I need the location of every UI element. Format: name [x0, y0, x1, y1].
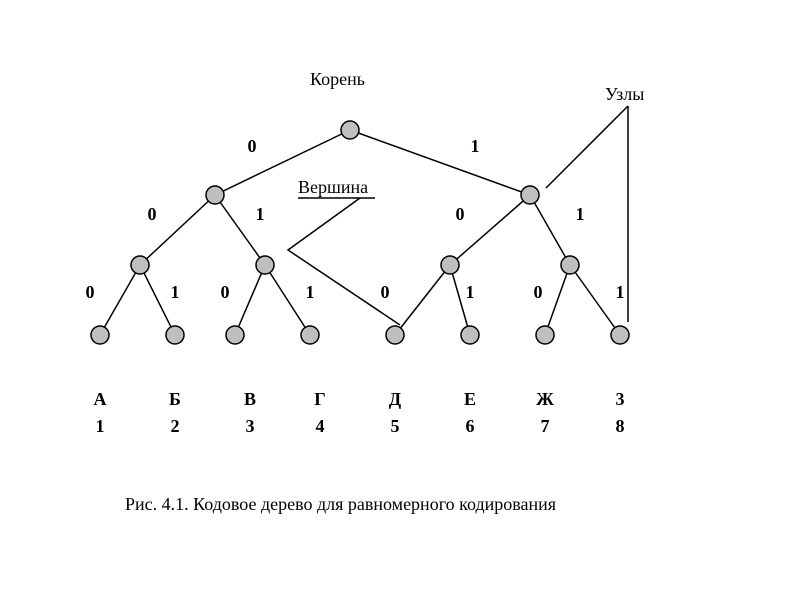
tree-node	[386, 326, 404, 344]
leaf-number: 2	[171, 416, 180, 436]
tree-node	[341, 121, 359, 139]
edge-label: 1	[616, 282, 625, 302]
leaf-number: 3	[246, 416, 255, 436]
vertex-pointer	[288, 198, 400, 325]
nodes-label: Узлы	[605, 84, 644, 104]
tree-node	[256, 256, 274, 274]
edge-label: 1	[471, 136, 480, 156]
tree-node	[441, 256, 459, 274]
tree-edge	[265, 265, 310, 335]
tree-node	[536, 326, 554, 344]
leaf-number: 8	[616, 416, 625, 436]
tree-edge	[235, 265, 265, 335]
leaf-letter: Е	[464, 389, 476, 409]
leaf-number: 5	[391, 416, 400, 436]
tree-edge	[395, 265, 450, 335]
tree-edge	[350, 130, 530, 195]
tree-edge	[530, 195, 570, 265]
tree-node	[226, 326, 244, 344]
edge-label: 1	[171, 282, 180, 302]
edge-label: 0	[86, 282, 95, 302]
edge-label: 0	[456, 204, 465, 224]
tree-node	[561, 256, 579, 274]
leaf-letter: В	[244, 389, 256, 409]
tree-node	[461, 326, 479, 344]
edge-label: 0	[248, 136, 257, 156]
edge-label: 0	[221, 282, 230, 302]
leaf-letter: Г	[314, 389, 325, 409]
edge-label: 0	[148, 204, 157, 224]
code-tree-diagram: 0 1 0 1 0 1 0 1 0 1 0 1 0 1 А 1 Б 2 В 3 Г 4 Д 5 Е 6 Ж 7 3 8 Корень Ве…	[0, 0, 800, 600]
tree-node	[166, 326, 184, 344]
tree-edge	[100, 265, 140, 335]
leaf-number: 6	[466, 416, 475, 436]
tree-node	[206, 186, 224, 204]
edge-label: 0	[381, 282, 390, 302]
edge-label: 1	[576, 204, 585, 224]
root-label: Корень	[310, 69, 365, 89]
leaf-letter: А	[94, 389, 107, 409]
leaf-letter: Б	[169, 389, 181, 409]
figure-caption: Рис. 4.1. Кодовое дерево для равномерног…	[125, 494, 556, 514]
tree-edge	[545, 265, 570, 335]
edge-label: 1	[466, 282, 475, 302]
edge-label: 0	[534, 282, 543, 302]
leaf-letter: Ж	[536, 389, 554, 409]
leaf-number: 4	[316, 416, 325, 436]
tree-edge	[570, 265, 620, 335]
tree-node	[91, 326, 109, 344]
tree-node	[131, 256, 149, 274]
tree-node	[301, 326, 319, 344]
tree-node	[521, 186, 539, 204]
nodes-pointer	[546, 106, 628, 188]
tree-node	[611, 326, 629, 344]
vertex-label: Вершина	[298, 177, 368, 197]
leaf-letter: 3	[616, 389, 625, 409]
edge-label: 1	[306, 282, 315, 302]
edge-label: 1	[256, 204, 265, 224]
leaf-letter: Д	[389, 389, 402, 409]
leaf-number: 1	[96, 416, 105, 436]
leaf-number: 7	[541, 416, 550, 436]
